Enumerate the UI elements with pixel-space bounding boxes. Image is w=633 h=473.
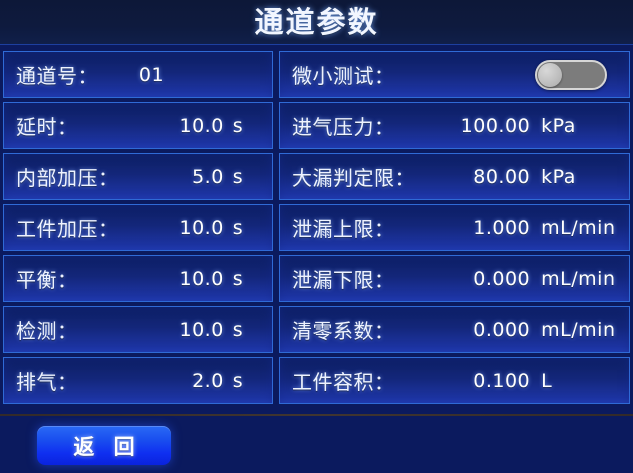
page-title: 通道参数: [254, 5, 379, 39]
param-label: 延时：: [16, 115, 78, 139]
param-row[interactable]: 泄漏下限： 0.000 mL/min: [279, 255, 630, 302]
param-row[interactable]: 泄漏上限： 1.000 mL/min: [279, 204, 630, 251]
param-value: 5.0: [192, 165, 224, 188]
param-row[interactable]: 通道号： 01: [3, 51, 273, 98]
footer-divider: [0, 414, 633, 416]
param-row[interactable]: 排气： 2.0 s: [3, 357, 273, 404]
param-value: 0.100: [473, 369, 531, 392]
param-label: 泄漏上限：: [292, 217, 395, 241]
param-row[interactable]: 平衡： 10.0 s: [3, 255, 273, 302]
param-label: 检测：: [16, 319, 78, 343]
param-value: 10.0: [179, 318, 224, 341]
param-value: 2.0: [192, 369, 224, 392]
param-label: 工件加压：: [16, 217, 119, 241]
param-unit: s: [232, 114, 244, 137]
toggle-track[interactable]: [535, 59, 607, 90]
back-button[interactable]: 返 回: [37, 426, 171, 465]
param-label: 清零系数：: [292, 319, 395, 343]
param-label: 大漏判定限：: [292, 166, 415, 190]
param-row[interactable]: 微小测试：: [279, 51, 630, 98]
param-label: 排气：: [16, 370, 78, 394]
left-parameter-column: 通道号： 01 延时： 10.0 s 内部加压： 5.0 s 工件加压： 10.0 s 平衡： 10.0…: [3, 51, 273, 408]
title-bar: 通道参数: [0, 0, 633, 45]
param-row[interactable]: 进气压力： 100.00 kPa: [279, 102, 630, 149]
param-value: 01: [138, 63, 165, 86]
param-row[interactable]: 工件加压： 10.0 s: [3, 204, 273, 251]
param-unit: L: [541, 369, 553, 392]
param-unit: s: [232, 318, 244, 341]
param-value: 10.0: [179, 216, 224, 239]
param-label: 平衡：: [16, 268, 78, 292]
param-row[interactable]: 内部加压： 5.0 s: [3, 153, 273, 200]
param-label: 进气压力：: [292, 115, 395, 139]
param-label: 内部加压：: [16, 166, 119, 190]
param-unit: s: [232, 165, 244, 188]
param-value: 0.000: [473, 318, 531, 341]
param-unit: mL/min: [541, 267, 616, 290]
param-unit: kPa: [541, 114, 576, 137]
param-unit: s: [232, 369, 244, 392]
param-row[interactable]: 检测： 10.0 s: [3, 306, 273, 353]
param-unit: kPa: [541, 165, 576, 188]
param-unit: mL/min: [541, 318, 616, 341]
param-label: 微小测试：: [292, 64, 395, 88]
param-row[interactable]: 延时： 10.0 s: [3, 102, 273, 149]
param-unit: s: [232, 267, 244, 290]
toggle-knob[interactable]: [538, 62, 562, 87]
param-unit: mL/min: [541, 216, 616, 239]
param-value: 0.000: [473, 267, 531, 290]
param-unit: s: [232, 216, 244, 239]
param-label: 工件容积：: [292, 370, 395, 394]
param-value: 10.0: [179, 114, 224, 137]
param-row[interactable]: 大漏判定限： 80.00 kPa: [279, 153, 630, 200]
param-value: 10.0: [179, 267, 224, 290]
param-row[interactable]: 清零系数： 0.000 mL/min: [279, 306, 630, 353]
param-label: 通道号：: [16, 64, 98, 88]
micro-test-toggle[interactable]: [535, 59, 607, 90]
param-value: 80.00: [473, 165, 531, 188]
param-value: 1.000: [473, 216, 531, 239]
right-parameter-column: 微小测试： 进气压力： 100.00 kPa 大漏判定限： 80.00 kPa 泄漏上限： 1.…: [279, 51, 630, 408]
param-row[interactable]: 工件容积： 0.100 L: [279, 357, 630, 404]
param-value: 100.00: [460, 114, 531, 137]
param-label: 泄漏下限：: [292, 268, 395, 292]
